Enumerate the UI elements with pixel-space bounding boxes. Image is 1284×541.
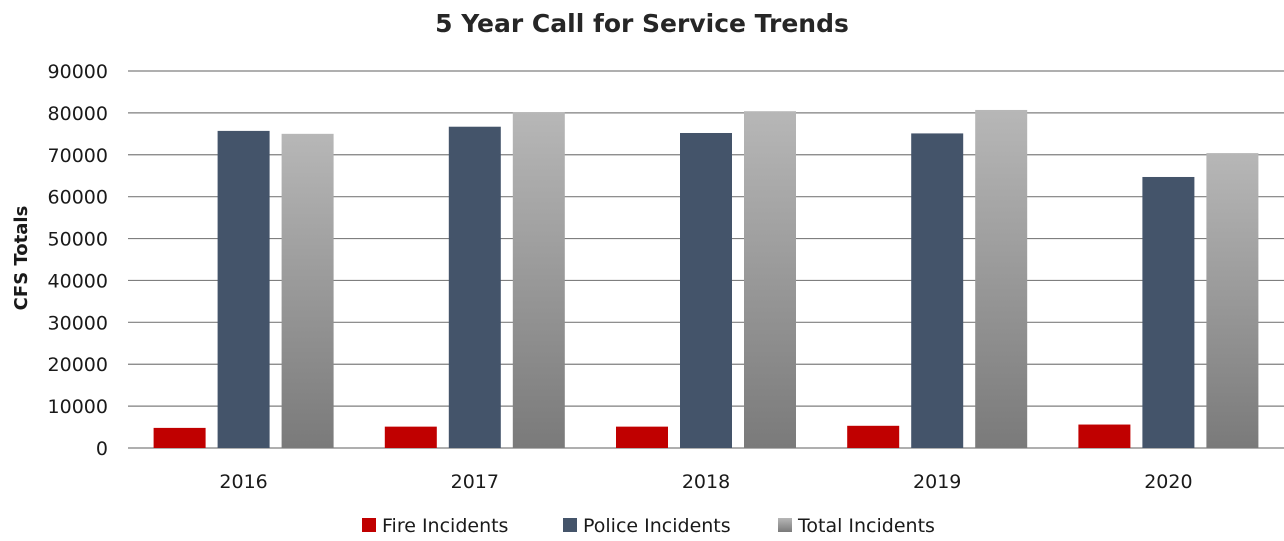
legend-label: Total Incidents bbox=[797, 515, 935, 537]
total-incidents-bar bbox=[512, 112, 565, 448]
fire-incidents-bar bbox=[153, 427, 206, 448]
total-incidents-legend-swatch bbox=[778, 518, 792, 532]
fire-incidents-bar bbox=[847, 425, 900, 448]
y-tick-label: 20000 bbox=[48, 354, 108, 376]
x-tick-label: 2020 bbox=[1144, 471, 1192, 493]
total-incidents-bar bbox=[1206, 153, 1259, 448]
y-tick-label: 90000 bbox=[48, 61, 108, 83]
y-tick-label: 10000 bbox=[48, 396, 108, 418]
x-tick-label: 2018 bbox=[682, 471, 730, 493]
fire-incidents-legend-swatch bbox=[362, 518, 376, 532]
x-tick-label: 2019 bbox=[913, 471, 961, 493]
x-tick-labels: 2016 2017 2018 2019 2020 bbox=[219, 471, 1192, 493]
police-incidents-bar bbox=[680, 132, 732, 449]
y-tick-labels: 0 10000 20000 30000 40000 50000 60000 70000 8000… bbox=[48, 61, 108, 460]
y-tick-label: 50000 bbox=[48, 229, 108, 251]
fire-incidents-bar bbox=[616, 426, 668, 448]
y-tick-label: 30000 bbox=[48, 312, 108, 334]
bars bbox=[153, 109, 1259, 449]
x-tick-label: 2016 bbox=[219, 471, 267, 493]
total-incidents-bar bbox=[975, 109, 1028, 448]
fire-incidents-bar bbox=[384, 426, 437, 448]
chart-title: 5 Year Call for Service Trends bbox=[435, 9, 849, 38]
police-incidents-bar bbox=[448, 126, 501, 448]
total-incidents-bar bbox=[744, 111, 796, 449]
y-tick-label: 0 bbox=[96, 438, 108, 460]
police-incidents-bar bbox=[911, 133, 964, 449]
police-incidents-bar bbox=[1142, 176, 1195, 448]
fire-incidents-bar bbox=[1078, 424, 1131, 448]
legend-label: Fire Incidents bbox=[382, 515, 508, 537]
x-tick-label: 2017 bbox=[451, 471, 499, 493]
total-incidents-bar bbox=[281, 133, 334, 449]
police-incidents-legend-swatch bbox=[563, 518, 577, 532]
legend-label: Police Incidents bbox=[583, 515, 731, 537]
legend: Fire Incidents Police Incidents Total Inci… bbox=[362, 515, 935, 537]
y-tick-label: 40000 bbox=[48, 270, 108, 292]
y-axis-label: CFS Totals bbox=[11, 206, 32, 311]
y-tick-label: 70000 bbox=[48, 145, 108, 167]
y-tick-label: 60000 bbox=[48, 187, 108, 209]
police-incidents-bar bbox=[217, 130, 270, 448]
y-tick-label: 80000 bbox=[48, 103, 108, 125]
